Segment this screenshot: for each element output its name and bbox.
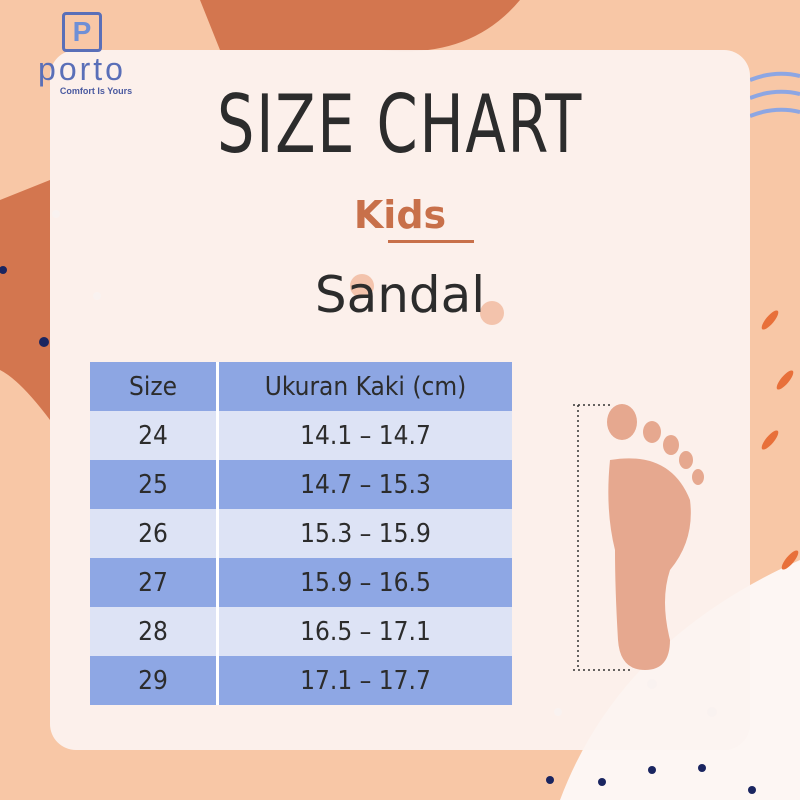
size-cell: 29: [90, 656, 219, 705]
foot-length-cell: 15.3 – 15.9: [217, 509, 512, 558]
table-row: 29 17.1 – 17.7: [90, 656, 512, 705]
table-header-row: Size Ukuran Kaki (cm): [90, 362, 512, 411]
table-row: 26 15.3 – 15.9: [90, 509, 512, 558]
foot-length-cell: 14.7 – 15.3: [217, 460, 512, 509]
table-row: 27 15.9 – 16.5: [90, 558, 512, 607]
logo-mark: P: [62, 12, 102, 52]
header-size: Size: [90, 362, 219, 411]
brand-tagline: Comfort Is Yours: [59, 86, 133, 96]
size-cell: 27: [90, 558, 219, 607]
header-foot-length: Ukuran Kaki (cm): [217, 362, 512, 411]
table-row: 28 16.5 – 17.1: [90, 607, 512, 656]
table-row: 24 14.1 – 14.7: [90, 411, 512, 460]
product-label: Sandal: [314, 266, 486, 324]
foot-length-cell: 16.5 – 17.1: [217, 607, 512, 656]
size-table: Size Ukuran Kaki (cm) 24 14.1 – 14.7 25 14.…: [90, 362, 512, 705]
size-cell: 26: [90, 509, 219, 558]
brand-logo: P porto Comfort Is Yours: [22, 12, 142, 96]
size-cell: 24: [90, 411, 219, 460]
category-label: Kids: [353, 193, 447, 237]
size-cell: 28: [90, 607, 219, 656]
foot-length-cell: 15.9 – 16.5: [217, 558, 512, 607]
table-row: 25 14.7 – 15.3: [90, 460, 512, 509]
category-underline: [388, 240, 474, 243]
brand-name: porto: [38, 51, 126, 87]
foot-length-cell: 14.1 – 14.7: [217, 411, 512, 460]
foot-length-cell: 17.1 – 17.7: [217, 656, 512, 705]
size-cell: 25: [90, 460, 219, 509]
page-title: SIZE CHART: [217, 78, 583, 171]
foot-length-icon: [570, 404, 704, 671]
